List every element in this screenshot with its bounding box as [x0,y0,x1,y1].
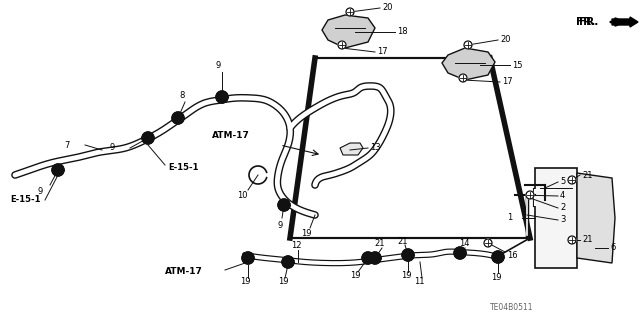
Text: 8: 8 [179,92,185,100]
Text: 20: 20 [500,35,511,44]
Circle shape [172,112,184,124]
Circle shape [464,41,472,49]
Text: 5: 5 [560,177,565,187]
Circle shape [362,252,374,264]
Text: 20: 20 [382,4,392,12]
Text: 19: 19 [401,271,412,280]
Text: 7: 7 [65,140,70,150]
Text: 19: 19 [349,271,360,280]
Polygon shape [442,48,495,80]
Text: 14: 14 [459,240,469,249]
Text: FR.: FR. [575,17,595,27]
Text: 19: 19 [301,229,311,239]
Text: TE04B0511: TE04B0511 [490,303,534,313]
Text: 15: 15 [512,61,522,70]
Text: 21: 21 [582,235,593,244]
Text: 16: 16 [507,250,518,259]
Text: 9: 9 [37,188,43,197]
Circle shape [526,191,534,199]
Text: 13: 13 [370,144,381,152]
Circle shape [282,256,294,268]
Circle shape [242,252,254,264]
Text: E-15-1: E-15-1 [168,164,198,173]
Text: 6: 6 [610,243,616,253]
Text: 9: 9 [216,62,221,70]
Circle shape [568,236,576,244]
Text: 4: 4 [560,191,565,201]
Circle shape [369,252,381,264]
Polygon shape [290,58,530,238]
Circle shape [216,91,228,103]
Text: E-15-1: E-15-1 [10,196,40,204]
Circle shape [338,41,346,49]
Polygon shape [535,168,577,268]
Text: 21: 21 [375,240,385,249]
Polygon shape [322,15,375,48]
Text: 12: 12 [291,241,301,250]
Circle shape [52,164,64,176]
Text: 2: 2 [560,204,565,212]
Text: 1: 1 [507,213,512,222]
Text: 10: 10 [237,191,247,201]
Text: FR.: FR. [579,17,598,27]
Text: 11: 11 [413,278,424,286]
Text: 18: 18 [397,27,408,36]
Text: 19: 19 [278,278,288,286]
Text: ATM-17: ATM-17 [212,130,250,139]
Circle shape [278,199,290,211]
Text: ATM-17: ATM-17 [165,268,203,277]
Circle shape [568,176,576,184]
Text: 19: 19 [491,273,501,283]
Circle shape [142,132,154,144]
Polygon shape [577,173,615,263]
FancyArrow shape [612,17,638,27]
Polygon shape [340,143,363,155]
Circle shape [346,8,354,16]
Circle shape [492,251,504,263]
Circle shape [402,249,414,261]
Circle shape [459,74,467,82]
Circle shape [484,239,492,247]
Text: 21: 21 [397,236,408,246]
Text: 17: 17 [502,78,513,86]
Text: 9: 9 [277,220,283,229]
Text: 9: 9 [109,144,115,152]
Text: 19: 19 [240,278,250,286]
Text: 21: 21 [582,170,593,180]
Text: 3: 3 [560,216,565,225]
Text: 17: 17 [377,48,388,56]
Circle shape [454,247,466,259]
